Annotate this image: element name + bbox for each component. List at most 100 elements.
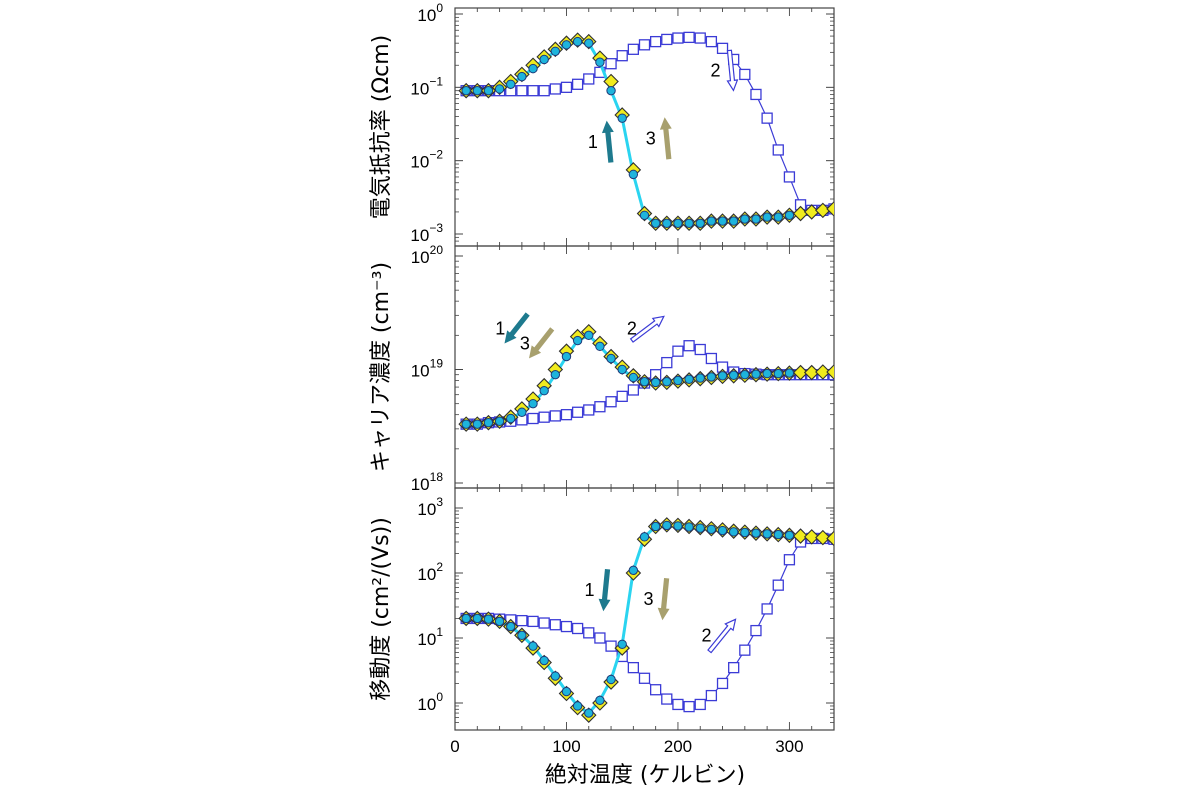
- annotation-arrow-1: [504, 312, 530, 344]
- series-1-point: [584, 38, 594, 48]
- series-1-point: [572, 701, 583, 711]
- series-2-point: [772, 144, 784, 156]
- annotation-arrow-2: [707, 618, 737, 654]
- annotation-arrow-3: [657, 578, 670, 621]
- series-2-point: [616, 50, 628, 62]
- series-1-point: [751, 214, 761, 224]
- series-1-point: [483, 614, 494, 624]
- plot-area: [458, 31, 834, 232]
- series-1-point: [751, 369, 761, 379]
- x-tick-label: 200: [664, 737, 692, 756]
- series-2-point: [661, 693, 673, 705]
- series-2-point: [672, 345, 684, 357]
- annotation-label-1: 1: [588, 132, 598, 152]
- annotation-arrow-2: [726, 49, 739, 92]
- series-2-point: [516, 614, 528, 627]
- series-1-point: [773, 368, 783, 379]
- series-1-point: [773, 529, 783, 540]
- series-2-point: [728, 661, 740, 674]
- series-2-point: [649, 35, 662, 48]
- series-2-point: [538, 411, 550, 423]
- series-1-point: [584, 708, 594, 718]
- series-2-point: [594, 401, 606, 413]
- plot-area: [458, 517, 834, 723]
- series-2-point: [761, 112, 773, 124]
- y-tick-label: 100: [417, 690, 443, 714]
- series-1-point: [695, 523, 705, 533]
- series-2-point: [549, 410, 561, 422]
- series-1-point: [684, 374, 694, 384]
- series-1-point: [494, 616, 505, 627]
- series-1-point: [784, 368, 795, 378]
- series-3-point: [815, 529, 831, 546]
- series-1-point: [728, 216, 739, 226]
- series-1-point: [628, 565, 639, 576]
- series-1-point: [650, 377, 661, 388]
- series-1-point: [595, 695, 605, 706]
- plot-area: [458, 323, 834, 432]
- series-2-point: [605, 396, 617, 408]
- series-2-point: [661, 356, 673, 369]
- series-1-point: [539, 655, 549, 666]
- annotation-label-3: 3: [646, 129, 656, 149]
- series-2-point: [527, 412, 539, 425]
- y-tick-label: 1018: [411, 470, 444, 494]
- series-1-point: [528, 398, 538, 409]
- series-1-point: [494, 84, 505, 94]
- annotation-label-1: 1: [495, 318, 505, 338]
- y-tick-label: 102: [417, 560, 443, 584]
- annotation-arrow-1: [601, 120, 614, 163]
- series-1-point: [662, 218, 672, 228]
- series-1-point: [617, 364, 627, 375]
- series-1-point: [472, 613, 482, 624]
- series-line-2: [466, 36, 834, 211]
- series-1-point: [617, 639, 627, 649]
- series-1-point: [728, 527, 739, 537]
- series-1-point: [506, 413, 516, 424]
- series-3-point: [792, 528, 809, 544]
- series-2-point: [560, 81, 573, 93]
- y-tick-label: 1020: [411, 243, 444, 267]
- x-tick-label: 100: [552, 737, 580, 756]
- annotation-arrow-2: [629, 315, 665, 343]
- series-1-point: [472, 85, 482, 96]
- annotation-label-3: 3: [520, 333, 530, 353]
- series-1-point: [784, 530, 795, 541]
- series-1-point: [673, 375, 683, 386]
- series-1-point: [584, 330, 594, 341]
- y-tick-label: 101: [417, 625, 443, 649]
- x-axis: 0 100 200 300: [450, 737, 803, 756]
- series-1-point: [483, 417, 494, 428]
- series-1-point: [650, 521, 661, 532]
- series-2-point: [549, 83, 561, 95]
- series-3-point: [803, 364, 820, 381]
- series-1-point: [550, 671, 561, 681]
- series-1-point: [528, 641, 538, 651]
- series-1-point: [717, 371, 728, 381]
- series-2-point: [750, 624, 762, 637]
- series-2-point: [772, 579, 784, 591]
- series-2-point: [594, 632, 606, 644]
- series-2-point: [560, 409, 573, 421]
- series-2-point: [605, 58, 617, 70]
- y-tick-label: 10−1: [410, 74, 443, 98]
- series-1-point: [784, 210, 795, 220]
- series-3-point: [803, 529, 820, 545]
- series-1-point: [762, 368, 772, 379]
- series-1-point: [595, 341, 605, 352]
- series-2-point: [705, 35, 718, 48]
- x-tick-label: 0: [450, 737, 459, 756]
- series-2-point: [661, 33, 673, 46]
- x-tick-label: 300: [775, 737, 803, 756]
- series-2-point: [683, 340, 695, 352]
- series-1-point: [639, 210, 650, 220]
- series-1-point: [740, 214, 750, 224]
- series-1-point: [706, 216, 717, 226]
- y-tick-label: 103: [417, 495, 443, 519]
- series-3-point: [815, 364, 831, 380]
- annotation-arrow-1: [598, 569, 611, 612]
- series-2-point: [560, 620, 573, 633]
- series-2-point: [571, 622, 584, 635]
- series-1-point: [483, 85, 494, 96]
